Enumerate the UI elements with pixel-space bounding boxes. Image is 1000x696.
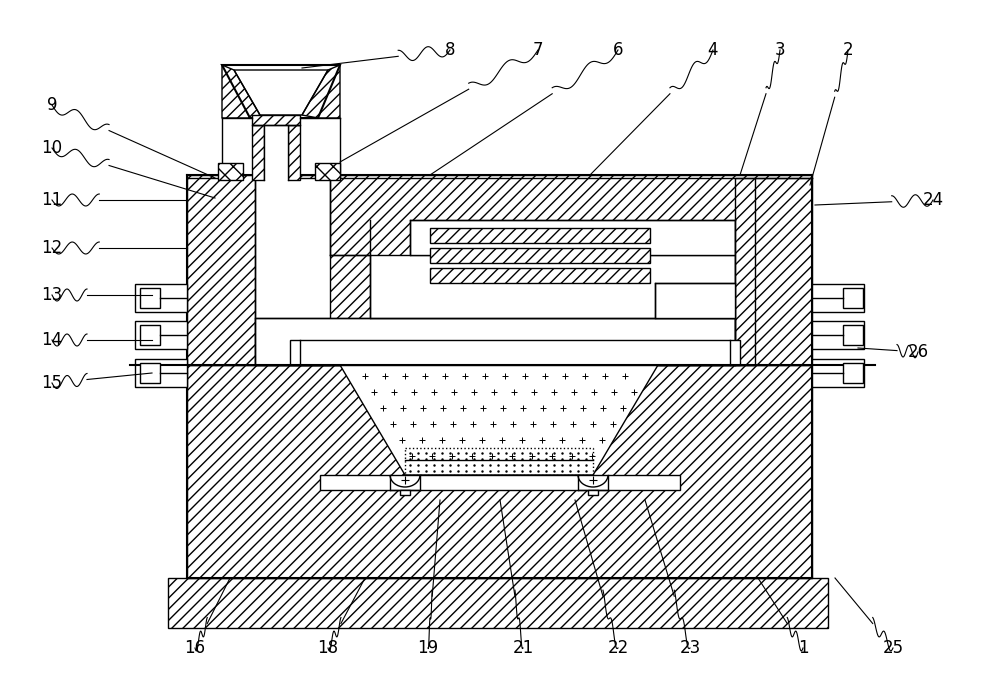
Bar — [252, 115, 300, 125]
Polygon shape — [222, 65, 260, 118]
Bar — [264, 125, 288, 180]
Bar — [843, 288, 863, 308]
Text: 7: 7 — [533, 41, 543, 59]
Bar — [812, 284, 864, 312]
Text: 1: 1 — [798, 639, 808, 657]
Bar — [135, 321, 187, 349]
Text: 26: 26 — [907, 343, 929, 361]
Bar — [430, 248, 650, 263]
Bar — [290, 340, 740, 365]
Bar — [187, 365, 812, 578]
Bar — [812, 359, 864, 387]
Bar — [410, 220, 735, 255]
Bar — [168, 578, 828, 628]
Bar — [405, 448, 593, 475]
Bar — [430, 268, 650, 283]
Bar — [187, 175, 812, 365]
Bar — [255, 318, 735, 365]
Bar — [588, 490, 598, 495]
Text: 24: 24 — [922, 191, 944, 209]
Polygon shape — [234, 70, 328, 115]
Bar — [812, 321, 864, 349]
Bar — [430, 228, 650, 243]
Text: 4: 4 — [708, 41, 718, 59]
Text: 3: 3 — [775, 41, 785, 59]
Text: 23: 23 — [679, 639, 701, 657]
Text: 10: 10 — [41, 139, 63, 157]
Text: 19: 19 — [417, 639, 439, 657]
Bar — [255, 178, 330, 365]
Bar — [315, 163, 340, 180]
Text: 16: 16 — [184, 639, 206, 657]
Polygon shape — [222, 65, 340, 118]
Bar — [252, 125, 264, 180]
Bar — [218, 163, 243, 180]
Text: 9: 9 — [47, 96, 57, 114]
Text: 22: 22 — [607, 639, 629, 657]
Text: 6: 6 — [613, 41, 623, 59]
Polygon shape — [340, 365, 658, 475]
Text: 12: 12 — [41, 239, 63, 257]
Bar — [655, 283, 735, 318]
Text: 15: 15 — [41, 374, 63, 392]
Bar — [400, 490, 410, 495]
Text: 14: 14 — [41, 331, 63, 349]
Bar — [140, 288, 160, 308]
Text: 8: 8 — [445, 41, 455, 59]
Bar — [140, 325, 160, 345]
Bar — [735, 178, 755, 365]
Polygon shape — [302, 65, 340, 118]
Text: 2: 2 — [843, 41, 853, 59]
Bar — [370, 255, 735, 318]
Bar — [320, 475, 680, 490]
Text: 21: 21 — [512, 639, 534, 657]
Bar — [135, 284, 187, 312]
Bar — [843, 363, 863, 383]
Bar — [135, 359, 187, 387]
Text: 11: 11 — [41, 191, 63, 209]
Bar — [140, 363, 160, 383]
Bar — [288, 125, 300, 180]
Text: 18: 18 — [317, 639, 339, 657]
Text: 13: 13 — [41, 286, 63, 304]
Text: 25: 25 — [882, 639, 904, 657]
Bar — [843, 325, 863, 345]
